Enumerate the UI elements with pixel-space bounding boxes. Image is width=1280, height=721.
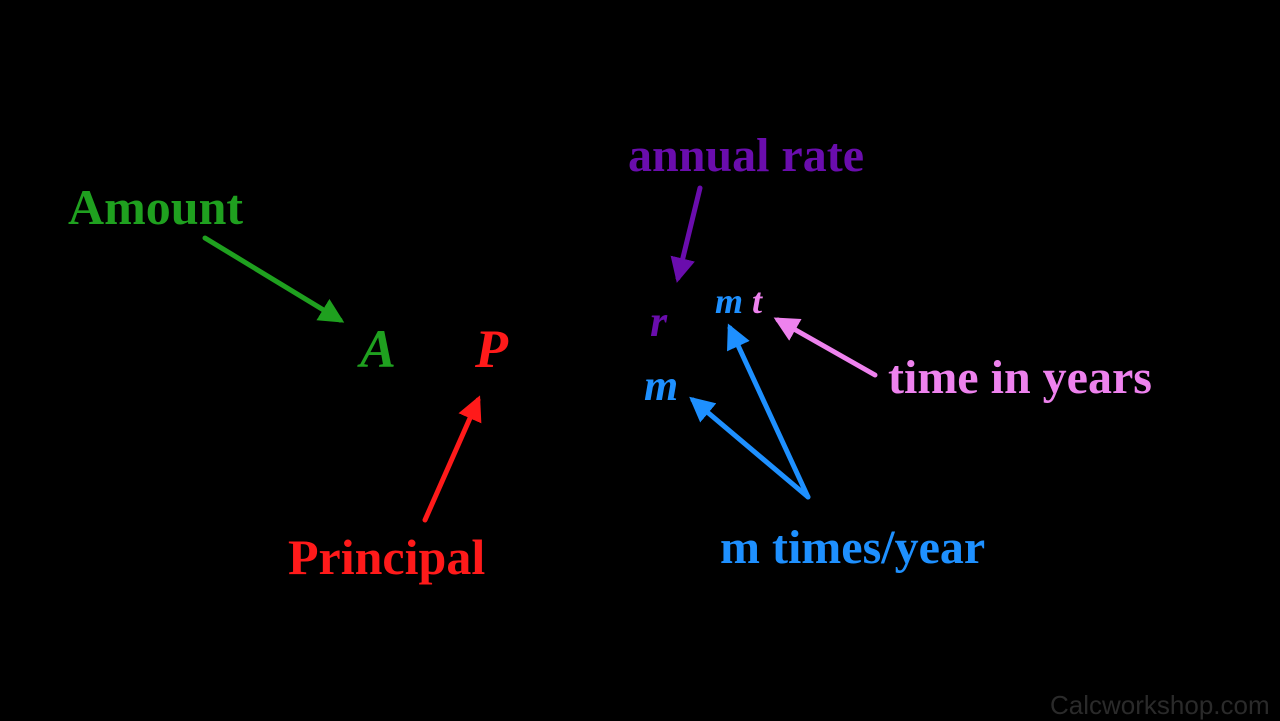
formula-A: A (360, 318, 396, 380)
watermark-text: Calcworkshop.com (1050, 690, 1270, 721)
formula-m-denom: m (644, 360, 678, 411)
amount-arrow (205, 238, 340, 320)
timeyears-label: time in years (888, 350, 1152, 405)
principal-arrow (425, 400, 478, 520)
formula-m-exp: m (715, 280, 743, 322)
formula-t-exp: t (752, 280, 762, 322)
annualrate-label: annual rate (628, 128, 864, 183)
mtimes-arrow-denom (693, 400, 808, 497)
principal-label: Principal (288, 528, 485, 586)
formula-r: r (650, 296, 667, 347)
mtimes-label: m times/year (720, 520, 985, 575)
annualrate-arrow (678, 188, 700, 278)
formula-P: P (475, 318, 508, 380)
amount-label: Amount (68, 178, 243, 236)
mtimes-arrow-exp (730, 328, 808, 497)
timeyears-arrow (778, 320, 875, 375)
